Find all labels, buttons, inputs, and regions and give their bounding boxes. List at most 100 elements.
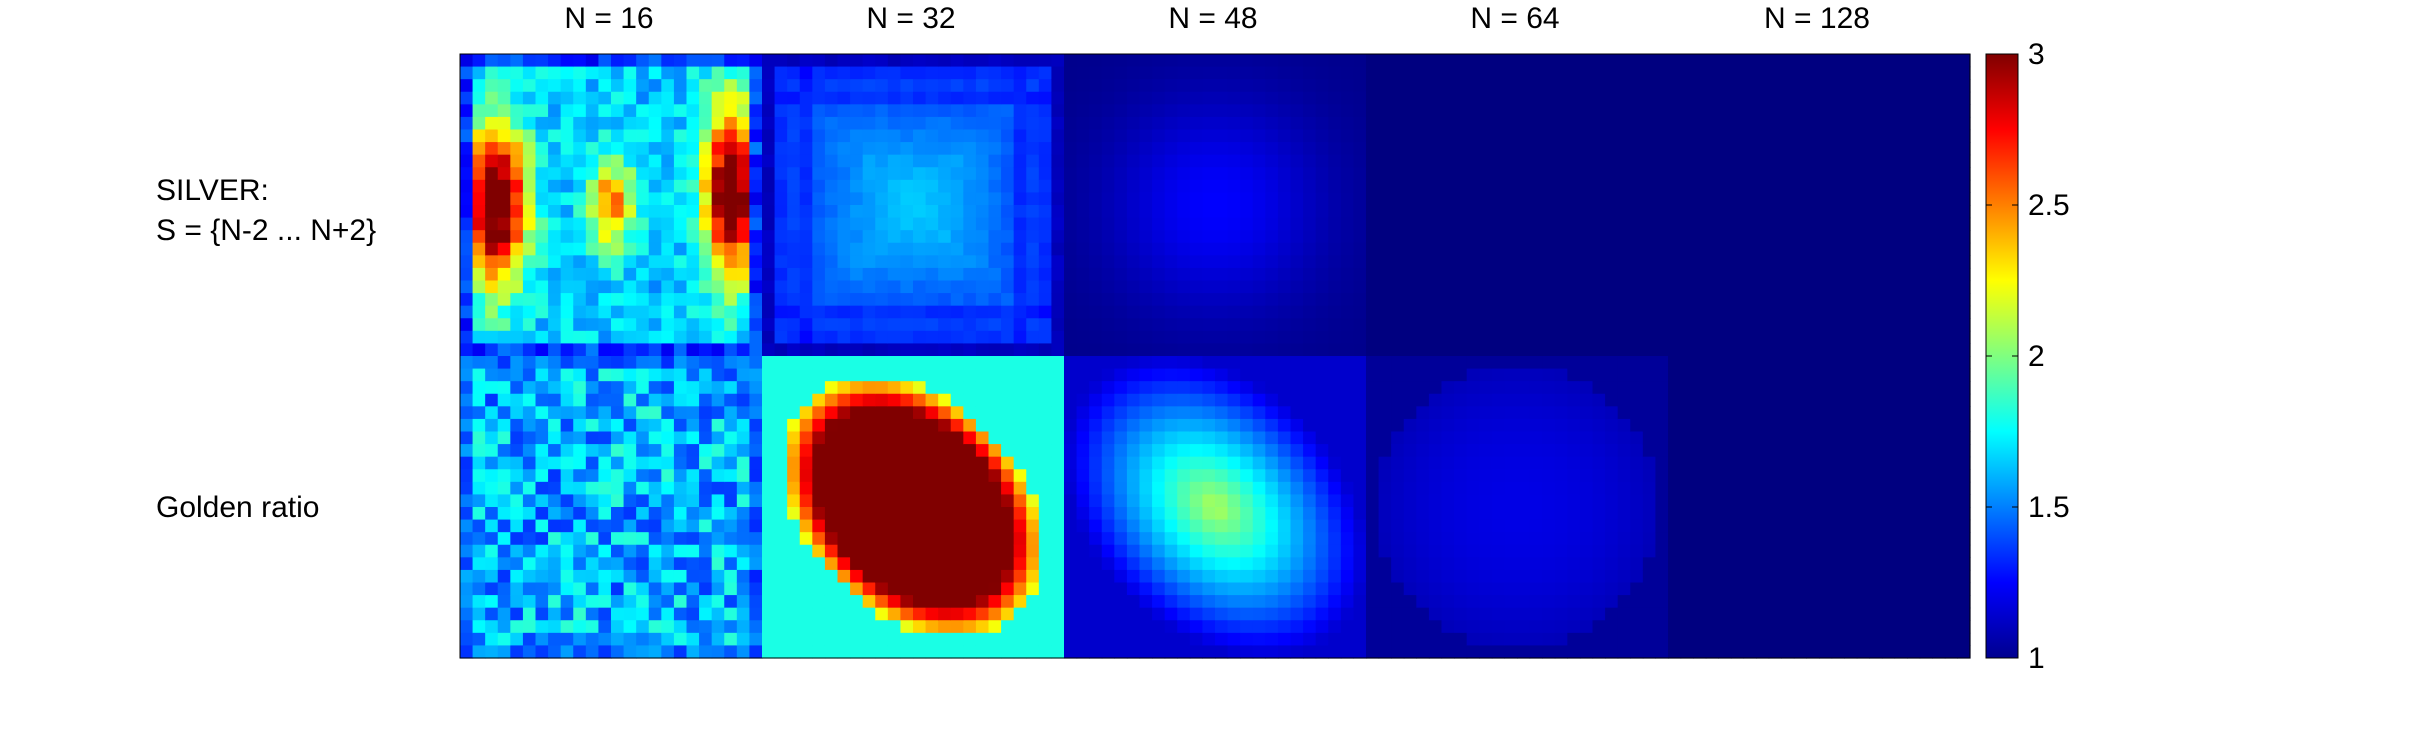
heatmap-pixel: [1265, 393, 1279, 407]
heatmap-pixel: [925, 620, 939, 634]
heatmap-pixel: [1517, 569, 1531, 584]
heatmap-pixel: [497, 330, 511, 345]
heatmap-pixel: [1391, 343, 1405, 357]
heatmap-pixel: [749, 519, 763, 533]
heatmap-pixel: [636, 595, 650, 609]
heatmap-pixel: [1642, 54, 1657, 68]
heatmap-pixel: [1101, 569, 1115, 584]
heatmap-pixel: [1454, 255, 1468, 269]
heatmap-pixel: [1051, 544, 1065, 558]
heatmap-pixel: [673, 381, 688, 395]
heatmap-pixel: [1743, 305, 1757, 319]
heatmap-pixel: [975, 544, 990, 558]
heatmap-pixel: [585, 116, 600, 131]
heatmap-pixel: [1290, 519, 1304, 533]
heatmap-pixel: [774, 79, 788, 93]
heatmap-pixel: [824, 569, 839, 584]
heatmap-pixel: [1378, 368, 1392, 382]
heatmap-pixel: [1554, 330, 1568, 345]
heatmap-pixel: [1403, 230, 1417, 244]
heatmap-pixel: [1454, 154, 1468, 168]
heatmap-pixel: [724, 154, 738, 168]
heatmap-pixel: [1668, 255, 1682, 269]
heatmap-pixel: [1378, 645, 1392, 659]
heatmap-pixel: [950, 79, 964, 93]
heatmap-pixel: [1881, 205, 1896, 219]
heatmap-pixel: [1416, 330, 1430, 345]
heatmap-pixel: [1340, 318, 1355, 332]
heatmap-pixel: [1605, 318, 1619, 332]
heatmap-pixel: [1403, 645, 1417, 659]
heatmap-pixel: [1240, 91, 1254, 105]
heatmap-pixel: [938, 620, 952, 634]
heatmap-pixel: [1391, 595, 1405, 609]
heatmap-pixel: [1038, 519, 1053, 533]
heatmap-pixel: [1202, 645, 1216, 659]
heatmap-pixel: [560, 557, 574, 571]
heatmap-pixel: [1856, 91, 1870, 105]
heatmap-pixel: [686, 91, 700, 105]
heatmap-pixel: [497, 507, 511, 521]
heatmap-pixel: [887, 142, 902, 156]
heatmap-pixel: [1944, 129, 1959, 143]
heatmap-pixel: [1680, 167, 1694, 181]
heatmap-pixel: [1227, 179, 1241, 194]
heatmap-pixel: [598, 242, 612, 256]
heatmap-pixel: [1831, 330, 1845, 345]
heatmap-pixel: [560, 494, 574, 508]
heatmap-pixel: [1781, 116, 1795, 131]
heatmap-pixel: [1038, 91, 1053, 105]
heatmap-pixel: [1504, 142, 1518, 156]
heatmap-pixel: [1215, 217, 1229, 231]
heatmap-pixel: [875, 154, 889, 168]
heatmap-pixel: [1240, 217, 1254, 231]
heatmap-pixel: [900, 230, 914, 244]
heatmap-pixel: [1227, 519, 1241, 533]
heatmap-pixel: [837, 481, 851, 496]
heatmap-pixel: [472, 569, 486, 584]
heatmap-pixel: [1366, 267, 1380, 282]
heatmap-pixel: [988, 595, 1002, 609]
heatmap-pixel: [762, 192, 776, 206]
heatmap-pixel: [975, 368, 990, 382]
heatmap-pixel: [1215, 293, 1229, 307]
heatmap-pixel: [1819, 230, 1833, 244]
heatmap-pixel: [900, 519, 914, 533]
heatmap-pixel: [686, 230, 700, 244]
heatmap-pixel: [1189, 54, 1204, 68]
heatmap-pixel: [1026, 167, 1040, 181]
heatmap-pixel: [1353, 519, 1367, 533]
heatmap-pixel: [1227, 242, 1241, 256]
heatmap-pixel: [749, 104, 763, 118]
heatmap-pixel: [1592, 104, 1606, 118]
heatmap-pixel: [1718, 343, 1732, 357]
heatmap-pixel: [1881, 343, 1896, 357]
heatmap-pixel: [1416, 91, 1430, 105]
heatmap-pixel: [1076, 532, 1090, 546]
heatmap-pixel: [1051, 242, 1065, 256]
heatmap-pixel: [510, 330, 524, 345]
heatmap-pixel: [1831, 54, 1845, 68]
heatmap-pixel: [975, 205, 990, 219]
heatmap-pixel: [548, 519, 562, 533]
heatmap-pixel: [1126, 217, 1141, 231]
heatmap-pixel: [1856, 192, 1870, 206]
heatmap-pixel: [824, 368, 839, 382]
heatmap-pixel: [1819, 293, 1833, 307]
heatmap-pixel: [1919, 104, 1933, 118]
heatmap-pixel: [1907, 91, 1921, 105]
heatmap-pixel: [673, 167, 688, 181]
heatmap-pixel: [1177, 557, 1191, 571]
heatmap-pixel: [1303, 393, 1317, 407]
heatmap-pixel: [460, 356, 474, 370]
heatmap-pixel: [1642, 217, 1657, 231]
heatmap-pixel: [472, 494, 486, 508]
heatmap-pixel: [1466, 79, 1480, 93]
heatmap-pixel: [497, 519, 511, 533]
heatmap-pixel: [1189, 519, 1204, 533]
heatmap-pixel: [887, 431, 902, 445]
heatmap-pixel: [1064, 66, 1078, 80]
heatmap-pixel: [762, 91, 776, 105]
heatmap-pixel: [1202, 242, 1216, 256]
heatmap-pixel: [774, 91, 788, 105]
